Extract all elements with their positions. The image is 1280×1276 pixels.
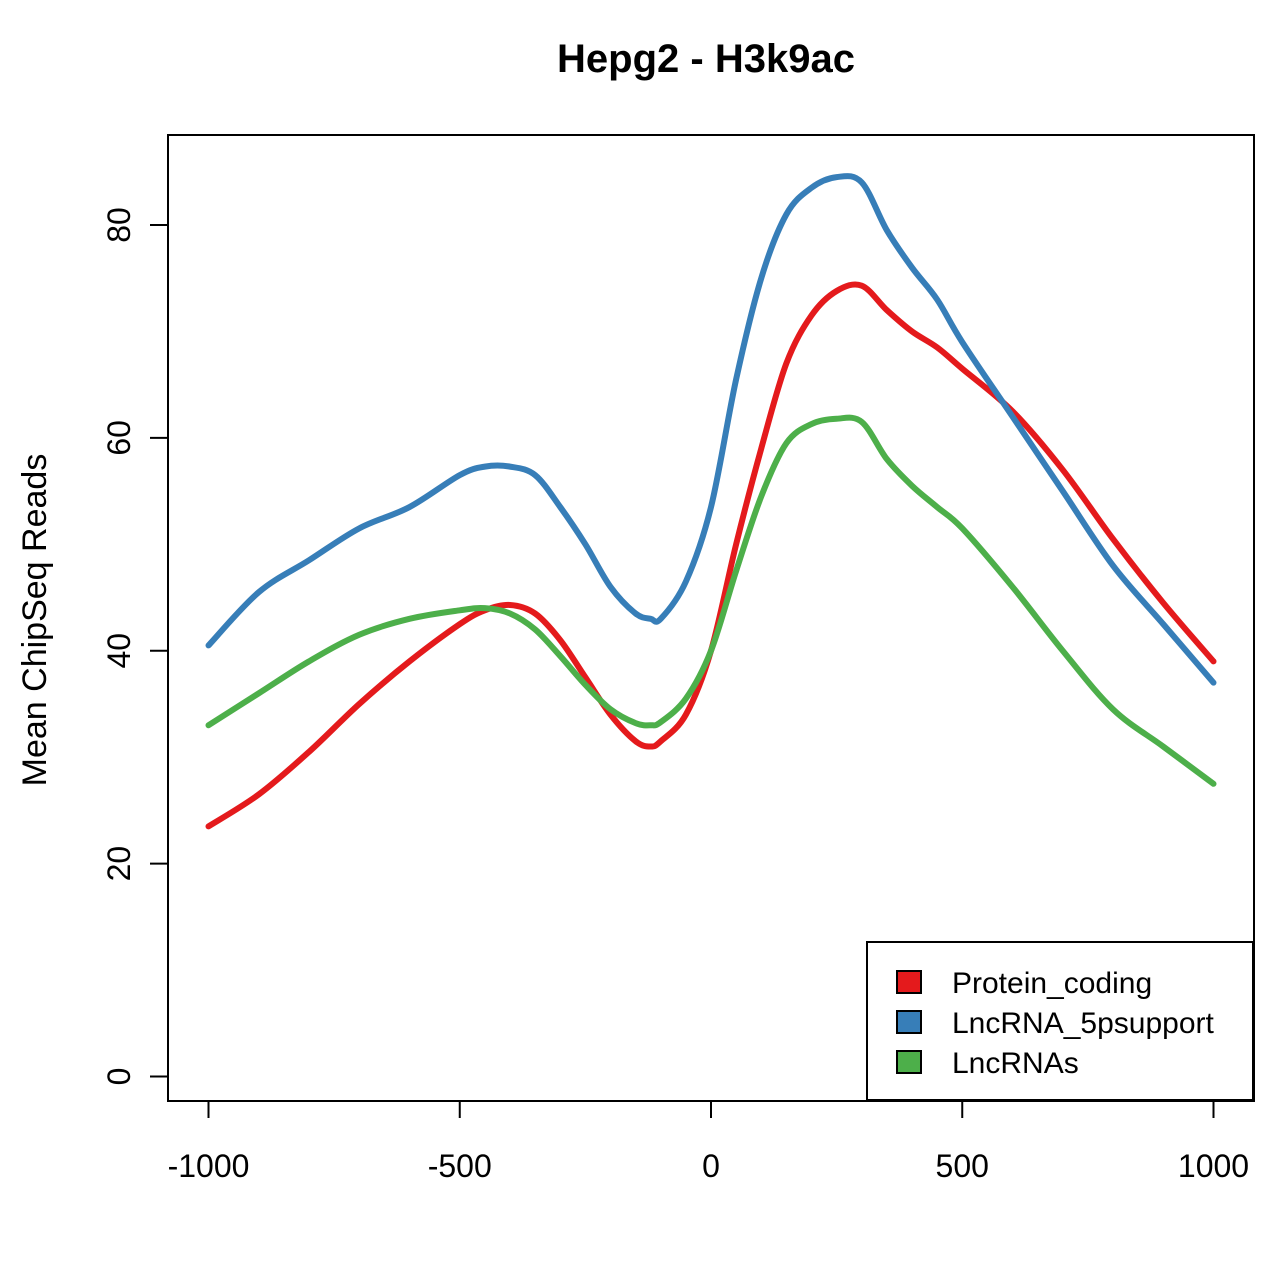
x-axis: -1000 -500 0 500 1000: [168, 1100, 1249, 1184]
x-tick-label: 1000: [1178, 1148, 1249, 1184]
y-axis: 0 20 40 60 80: [101, 207, 169, 1086]
y-tick-label: 40: [101, 633, 137, 669]
legend-label-lncrnas: LncRNAs: [952, 1047, 1079, 1080]
legend-swatch-lncrnas: [896, 1050, 922, 1074]
x-tick-label: 500: [936, 1148, 989, 1184]
y-tick-label: 80: [101, 207, 137, 243]
y-axis-label: Mean ChipSeq Reads: [16, 454, 54, 787]
series-line-protein-coding: [205, 281, 1217, 830]
legend-box: [866, 941, 1254, 1101]
legend-swatch-lncrna-5psupport: [896, 1010, 922, 1034]
x-tick-label: 0: [702, 1148, 720, 1184]
y-tick-label: 60: [101, 420, 137, 456]
legend-swatch-protein-coding: [896, 970, 922, 994]
x-tick-label: -1000: [168, 1148, 250, 1184]
legend-label-protein-coding: Protein_coding: [952, 967, 1152, 1000]
legend: Protein_coding LncRNA_5psupport LncRNAs: [866, 941, 1254, 1101]
series-line-lncrna-5psupport: [205, 173, 1217, 686]
chart-title: Hepg2 - H3k9ac: [557, 37, 855, 81]
series-line-lncrnas: [205, 414, 1217, 787]
y-tick-label: 20: [101, 846, 137, 882]
x-tick-label: -500: [428, 1148, 492, 1184]
legend-label-lncrna-5psupport: LncRNA_5psupport: [952, 1007, 1214, 1040]
y-tick-label: 0: [101, 1068, 137, 1086]
series-lines: [205, 173, 1217, 830]
